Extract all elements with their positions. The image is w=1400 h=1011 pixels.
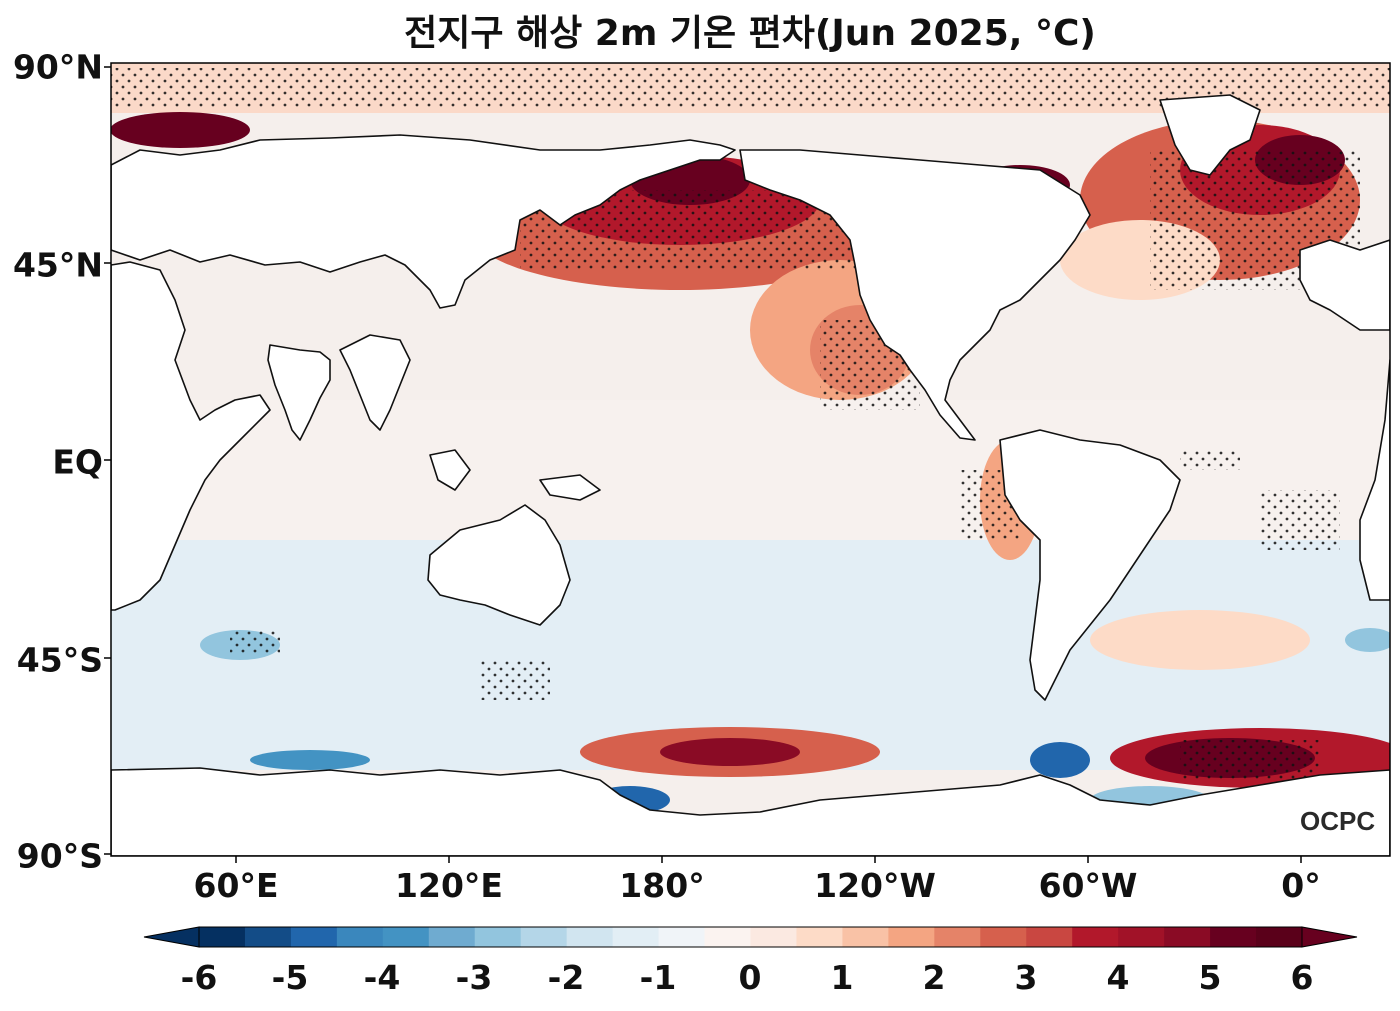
colorbar-tick-label: -3 [455,958,493,997]
ocpc-logo: OCPC [1300,806,1376,836]
colorbar-tick-label: 2 [922,958,946,997]
colorbar-cell [1164,927,1211,947]
colorbar-cell [750,927,798,947]
colorbar-tick-label: 3 [1014,958,1038,997]
colorbar-cell [842,927,889,947]
colorbar-tick-label: -4 [363,958,401,997]
colorbar-cell [658,927,706,947]
map-title: 전지구 해상 2m 기온 편차(Jun 2025, °C) [404,13,1096,54]
colorbar-tick-label: -2 [547,958,585,997]
colorbar-cells [199,927,1303,947]
lon-label-180: 180° [619,866,705,905]
colorbar-cell [199,927,246,947]
colorbar-tick-label: 6 [1290,958,1314,997]
colorbar-cell [1210,927,1257,947]
colorbar-cell [1256,927,1303,947]
antarctica [111,767,1390,856]
lon-label-120e: 120°E [395,866,503,905]
colorbar-outline [198,926,1303,948]
colorbar-cell [888,927,935,947]
colorbar-under-triangle [143,926,200,948]
colorbar-tick-label: -6 [180,958,218,997]
colorbar-cell [612,927,660,947]
colorbar-cell [980,927,1027,947]
colorbar-cell [704,927,752,947]
eurasia-africa [111,134,736,309]
colorbar-cell [244,927,292,947]
land-masses [111,94,1390,856]
lon-label-0: 0° [1281,866,1321,905]
colorbar-cell [474,927,522,947]
south-america [999,429,1181,701]
lat-label-90n: 90°N [12,47,103,87]
north-america [739,149,1091,441]
colorbar-cell [1026,927,1073,947]
lat-label-45s: 45°S [16,640,103,680]
lon-label-120w: 120°W [814,866,936,905]
colorbar-cell [1118,927,1165,947]
lat-label-45n: 45°N [12,245,103,285]
colorbar-cell [428,927,476,947]
colorbar-tick-label: 4 [1106,958,1130,997]
lat-label-90s: 90°S [16,836,103,876]
lon-tick-marks [235,856,1302,863]
colorbar-cell [382,927,430,947]
greenland [1159,94,1261,176]
colorbar-tick-label: 0 [738,958,762,997]
lat-tick-marks [104,66,111,855]
colorbar-tick-label: -5 [271,958,309,997]
colorbar-tick-label: 5 [1198,958,1222,997]
lat-label-eq: EQ [52,442,103,482]
lon-label-60w: 60°W [1038,866,1138,905]
colorbar-over-triangle [1301,926,1358,948]
colorbar-cell [290,927,338,947]
australia [427,504,571,626]
colorbar-cell [566,927,614,947]
colorbar-cell [520,927,568,947]
europe-west [1299,239,1390,331]
colorbar-cell [1072,927,1119,947]
southeast-asia [339,334,411,431]
colorbar-tick-label: 1 [830,958,854,997]
colorbar-tick-label: -1 [639,958,677,997]
africa-west-edge [1359,359,1390,601]
lon-label-60e: 60°E [193,866,279,905]
india [267,344,331,441]
colorbar-cell [934,927,981,947]
colorbar-cell [336,927,384,947]
colorbar-cell [796,927,844,947]
africa [111,261,271,611]
borneo-png [429,449,601,501]
